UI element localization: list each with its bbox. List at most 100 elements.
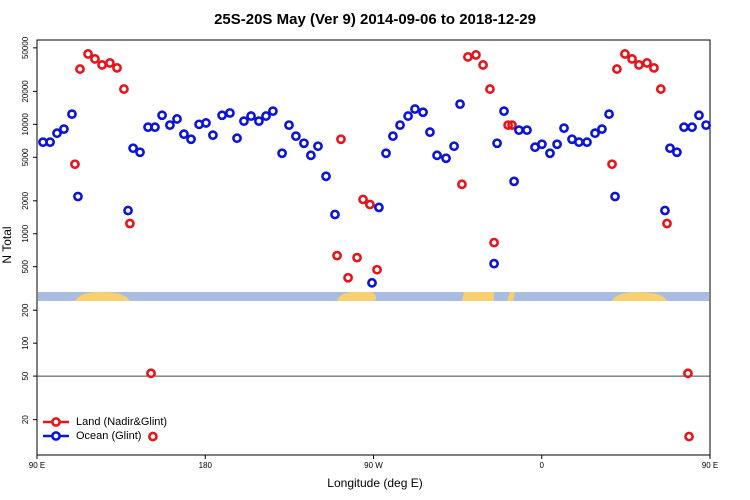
land-strip [337,292,376,301]
data-point [610,191,620,202]
data-point [701,120,711,131]
data-point [441,153,451,164]
y-tick-label: 2000 [21,191,30,209]
data-point [367,277,377,288]
y-tick-label: 200 [21,303,30,317]
data-point [604,109,614,120]
data-point [684,431,694,442]
data-point [425,127,435,138]
land-strip [462,292,515,301]
data-point [485,84,495,94]
data-point [665,143,675,154]
land-strip [612,292,667,301]
data-point [489,258,499,269]
data-point [336,134,346,145]
data-point [683,368,693,379]
data-point [620,49,630,59]
data-point [660,205,670,216]
data-point [418,107,428,118]
data-point [239,116,249,127]
y-tick-label: 500 [21,259,30,273]
data-point [687,122,697,133]
x-tick-label: 180 [199,461,213,470]
x-tick-label: 90 E [29,461,45,470]
plot-frame [36,39,711,456]
surface-strip [38,292,709,301]
data-point [395,120,405,131]
data-point [492,138,502,149]
y-tick-label: 50 [21,371,30,380]
data-point [321,171,331,182]
data-point [45,137,55,148]
data-point [186,134,196,145]
data-point [299,138,309,149]
data-point [135,147,145,158]
data-point [352,252,362,263]
data-point [157,110,167,121]
data-point [522,125,532,136]
y-tick-label: 50000 [21,36,30,59]
data-point [52,128,62,139]
y-tick-label: 20 [21,415,30,424]
data-point [499,106,509,117]
data-point [372,264,382,275]
data-point [59,124,69,135]
data-point [179,129,189,140]
data-point [305,150,316,161]
legend-label: Land (Nadir&Glint) [76,416,167,428]
data-point [432,150,442,161]
data-point [73,191,83,202]
data-point [582,137,592,148]
data-point [146,368,156,379]
y-tick-label: 100 [21,336,30,350]
data-point [208,130,218,141]
data-point [478,60,488,70]
data-point [332,250,342,261]
data-point [343,272,353,283]
data-point [559,123,569,134]
data-point [457,179,467,190]
data-point [128,143,138,154]
data-point [97,60,107,70]
x-tick-label: 90 W [364,461,383,470]
data-point [388,131,398,142]
data-point [552,139,562,150]
data-point [649,62,659,73]
data-point [165,120,175,131]
data-point [75,64,85,74]
data-point [358,194,368,205]
x-tick-label: 90 E [702,461,718,470]
data-point [365,199,375,210]
data-point [123,205,133,216]
data-point [291,131,301,142]
chart-title: 25S-20S May (Ver 9) 2014-09-06 to 2018-1… [214,11,536,28]
data-point [284,120,294,131]
data-point [268,106,278,117]
y-tick-label: 1000 [21,224,30,242]
data-point [590,128,600,139]
data-point [125,218,135,229]
data-point [119,84,129,94]
data-point [403,111,413,121]
data-point [463,52,473,62]
data-point [148,431,158,442]
data-point [672,147,682,158]
data-point [277,148,287,159]
data-point [634,60,644,70]
data-point [330,209,340,220]
data-point [83,49,93,59]
data-point [509,176,519,187]
data-point [642,58,652,68]
data-point [67,109,77,120]
data-point [662,218,672,229]
data-point [313,141,323,152]
data-point [449,141,459,152]
data-point [627,54,637,64]
data-point [217,110,227,121]
data-point [489,237,499,248]
data-point [503,120,513,131]
data-point [381,148,391,159]
data-point [172,114,182,124]
data-point [261,111,271,121]
